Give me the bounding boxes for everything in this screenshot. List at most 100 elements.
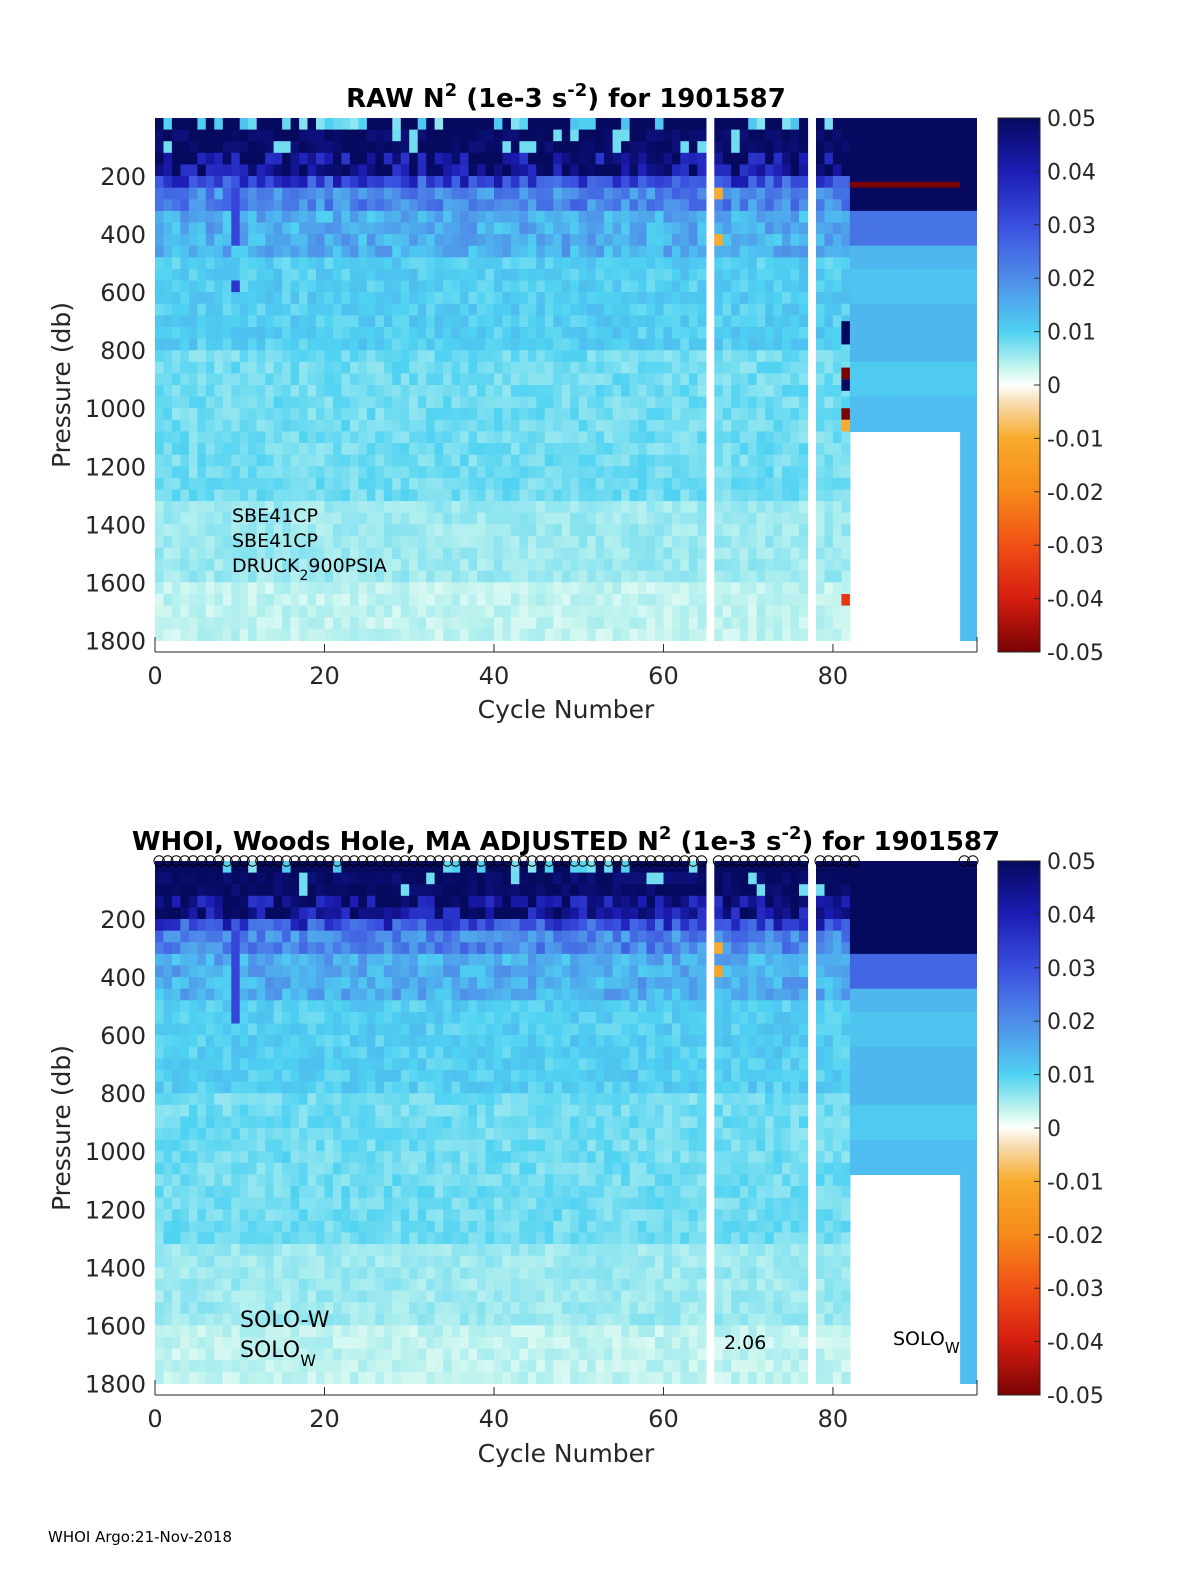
heatmap-cell [680,141,689,153]
heatmap-cell [952,327,961,339]
heatmap-cell [969,501,978,513]
heatmap-cell [223,1163,232,1175]
heatmap-cell [816,373,825,385]
heatmap-cell [841,431,850,443]
heatmap-cell [638,443,647,455]
heatmap-cell [740,269,749,281]
heatmap-cell [206,176,215,188]
heatmap-cell [545,582,554,594]
heatmap-cell [282,966,291,978]
heatmap-cell [892,130,901,142]
heatmap-cell [223,292,232,304]
heatmap-cell [918,350,927,362]
heatmap-cell [172,1244,181,1256]
heatmap-cell [748,490,757,502]
heatmap-cell [714,246,723,258]
heatmap-cell [587,385,596,397]
heatmap-cell [621,594,630,606]
heatmap-cell [308,1140,317,1152]
heatmap-cell [172,199,181,211]
heatmap-cell [714,617,723,629]
heatmap-cell [791,455,800,467]
heatmap-cell [231,1372,240,1384]
heatmap-cell [689,176,698,188]
heatmap-cell [697,292,706,304]
heatmap-cell [240,931,249,943]
heatmap-cell [604,304,613,316]
heatmap-cell [672,315,681,327]
heatmap-cell [723,292,732,304]
heatmap-cell [223,1372,232,1384]
heatmap-cell [299,118,308,130]
heatmap-cell [392,234,401,246]
heatmap-cell [638,431,647,443]
heatmap-cell [316,1070,325,1082]
heatmap-cell [697,315,706,327]
heatmap-cell [248,397,257,409]
heatmap-cell [291,164,300,176]
heatmap-cell [731,246,740,258]
heatmap-cell [477,420,486,432]
heatmap-cell [214,1151,223,1163]
heatmap-cell [621,513,630,525]
heatmap-cell [155,292,164,304]
heatmap-cell [630,304,639,316]
heatmap-cell [164,246,173,258]
heatmap-cell [248,977,257,989]
heatmap-cell [375,420,384,432]
heatmap-cell [680,199,689,211]
heatmap-cell [960,246,969,258]
heatmap-cell [850,373,859,385]
heatmap-cell [519,373,528,385]
heatmap-cell [155,1291,164,1303]
heatmap-cell [240,1047,249,1059]
heatmap-cell [841,368,850,380]
heatmap-cell [274,234,283,246]
heatmap-cell [672,153,681,165]
heatmap-cell [587,304,596,316]
heatmap-cell [630,199,639,211]
heatmap-cell [299,269,308,281]
heatmap-cell [341,188,350,200]
heatmap-cell [240,1012,249,1024]
heatmap-cell [282,304,291,316]
heatmap-cell [155,269,164,281]
heatmap-cell [189,164,198,176]
heatmap-cell [367,408,376,420]
heatmap-cell [502,548,511,560]
heatmap-cell [206,490,215,502]
heatmap-cell [630,594,639,606]
heatmap-cell [680,118,689,130]
heatmap-cell [841,629,850,641]
heatmap-cell [647,420,656,432]
heatmap-cell [825,188,834,200]
heatmap-cell [672,246,681,258]
heatmap-cell [655,455,664,467]
heatmap-cell [486,269,495,281]
heatmap-cell [265,397,274,409]
heatmap-cell [680,339,689,351]
heatmap-cell [418,559,427,571]
heatmap-cell [384,524,393,536]
heatmap-cell [613,211,622,223]
heatmap-cell [206,1221,215,1233]
heatmap-cell [443,118,452,130]
heatmap-cell [477,571,486,583]
heatmap-cell [621,397,630,409]
heatmap-cell [799,373,808,385]
heatmap-cell [172,130,181,142]
heatmap-cell [757,257,766,269]
heatmap-cell [308,1035,317,1047]
heatmap-cell [647,176,656,188]
heatmap-cell [155,478,164,490]
heatmap-cell [833,176,842,188]
heatmap-cell [672,617,681,629]
heatmap-cell [782,269,791,281]
heatmap-cell [257,1024,266,1036]
heatmap-cell [740,455,749,467]
heatmap-cell [799,315,808,327]
heatmap-cell [672,397,681,409]
heatmap-cell [621,211,630,223]
heatmap-cell [748,408,757,420]
heatmap-cell [570,571,579,583]
